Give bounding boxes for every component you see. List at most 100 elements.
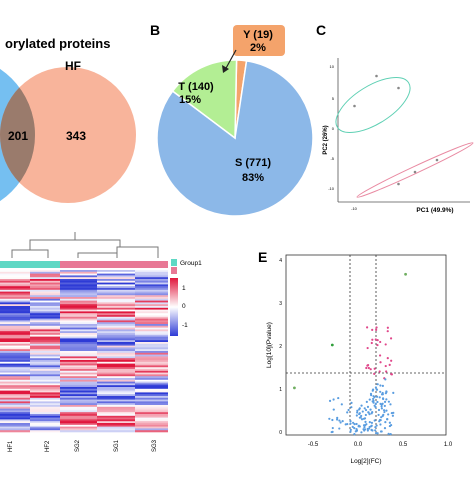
heatmap-cell: [97, 275, 135, 278]
heatmap-cell: [60, 388, 97, 391]
volcano-point: [385, 370, 388, 373]
heatmap-cell: [60, 367, 97, 370]
heatmap-cell: [135, 376, 168, 379]
heatmap-cell: [97, 381, 135, 384]
heatmap-cell: [0, 329, 30, 332]
heatmap-cell: [135, 428, 168, 431]
volcano-point: [389, 337, 393, 340]
heatmap-cell: [60, 313, 97, 316]
heatmap-cell: [135, 367, 168, 370]
heatmap-cell: [135, 392, 168, 395]
volcano-point: [365, 366, 368, 370]
heatmap-cell: [97, 277, 135, 280]
heatmap-cell: [60, 288, 97, 291]
heatmap-cell: [97, 280, 135, 283]
heatmap-color-scale: [170, 278, 178, 336]
volcano-point: [337, 396, 340, 400]
heatmap-cell: [60, 334, 97, 337]
heatmap-cell: [0, 363, 30, 366]
heatmap-cell: [0, 361, 30, 364]
heatmap-cell: [30, 388, 60, 391]
heatmap-cell: [30, 383, 60, 386]
heatmap-cell: [135, 307, 168, 310]
y-callout-arrow: [224, 49, 237, 71]
heatmap-cell: [0, 379, 30, 382]
heatmap-cell: [97, 333, 135, 336]
volcano-point: [341, 419, 344, 423]
heatmap-cell: [135, 430, 168, 433]
heatmap-cell: [97, 354, 135, 357]
heatmap-cell: [0, 333, 30, 336]
volcano-point: [380, 403, 383, 406]
heatmap-cell: [60, 365, 97, 368]
heatmap-cell: [97, 423, 135, 426]
heatmap-cell: [0, 289, 30, 292]
heatmap-cell: [135, 410, 168, 413]
volcano-point: [392, 391, 395, 394]
volcano-point: [386, 418, 389, 421]
volcano-point: [378, 354, 382, 357]
volcano-point: [366, 326, 369, 329]
heatmap-cell: [135, 360, 168, 363]
heatmap-cell: [60, 423, 97, 426]
heatmap-cell: [30, 342, 60, 345]
volcano-point: [380, 416, 383, 419]
heatmap-cell: [97, 421, 135, 424]
volcano-point: [391, 414, 394, 417]
heatmap-cell: [60, 397, 97, 400]
heatmap-cell: [60, 306, 97, 309]
pie-label-Y: Y (19): [243, 29, 273, 41]
heatmap-cell: [97, 306, 135, 309]
pca-panel: C PC2 (26%) PC1 (49.9%) 10 5 0 -5 -10 -1…: [316, 22, 474, 214]
volcano-point: [376, 339, 379, 342]
heatmap-cell: [135, 406, 168, 409]
volcano-point: [376, 343, 379, 347]
heatmap-cell: [135, 408, 168, 411]
heatmap-column-label: SG3: [152, 439, 158, 452]
heatmap-cell: [97, 338, 135, 341]
volcano-point: [404, 272, 407, 276]
heatmap-cell: [97, 289, 135, 292]
volcano-point: [376, 383, 379, 386]
heatmap-cell: [60, 291, 97, 294]
volcano-point: [353, 433, 356, 436]
heatmap-cell: [97, 325, 135, 328]
volcano-point: [332, 408, 335, 411]
volcano-point: [360, 404, 363, 407]
volcano-point: [386, 326, 389, 329]
heatmap-cell: [135, 388, 168, 391]
volcano-point: [384, 364, 387, 368]
pca-y-label: PC2 (26%): [323, 125, 329, 154]
heatmap-cell: [135, 318, 168, 321]
heatmap-cell: [135, 421, 168, 424]
heatmap-cell: [60, 426, 97, 429]
heatmap-legend-tick: 1: [182, 285, 186, 292]
heatmap-cell: [97, 365, 135, 368]
heatmap-legend-tick: 0: [182, 303, 186, 310]
heatmap-cell: [97, 430, 135, 433]
volcano-point: [349, 422, 352, 425]
volcano-x-tick: -0.5: [308, 442, 319, 448]
heatmap-cell: [0, 399, 30, 402]
volcano-y-tick: 0: [279, 430, 282, 436]
volcano-point: [380, 407, 383, 410]
volcano-point: [373, 419, 376, 422]
volcano-point: [390, 373, 394, 376]
heatmap-cell: [135, 342, 168, 345]
heatmap-cell: [135, 351, 168, 354]
heatmap-cell: [0, 428, 30, 431]
heatmap-cell: [97, 316, 135, 319]
heatmap-cell: [60, 333, 97, 336]
heatmap-cell: [60, 356, 97, 359]
heatmap-cell: [0, 410, 30, 413]
volcano-x-tick: 0.5: [399, 442, 408, 448]
heatmap-cell: [0, 324, 30, 327]
heatmap-column-label: SG1: [114, 439, 120, 452]
volcano-point: [376, 400, 379, 404]
heatmap-group-cell: [135, 261, 168, 268]
heatmap-cell: [60, 378, 97, 381]
volcano-point: [379, 384, 382, 387]
heatmap-cell: [97, 410, 135, 413]
volcano-point: [382, 397, 385, 401]
heatmap-cell: [97, 374, 135, 377]
